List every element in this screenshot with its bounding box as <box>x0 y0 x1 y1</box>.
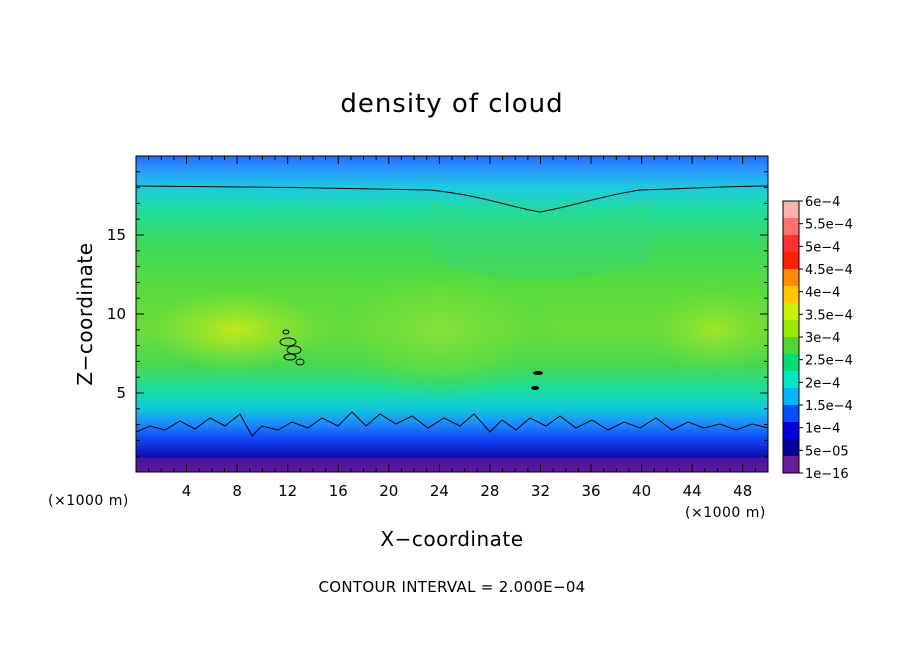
colorbar-label: 5e−4 <box>805 240 840 255</box>
x-unit-label: (×1000 m) <box>685 505 766 521</box>
x-tick-label: 4 <box>182 482 192 500</box>
x-tick-label: 24 <box>430 482 449 500</box>
x-tick-label: 8 <box>232 482 242 500</box>
x-tick-label: 48 <box>733 482 752 500</box>
colorbar-label: 2e−4 <box>805 376 840 391</box>
colorbar-swatch <box>783 337 799 355</box>
colorbar-label: 1e−16 <box>805 467 849 482</box>
colorbar-label: 5.5e−4 <box>805 218 853 233</box>
chart-title: density of cloud <box>340 89 563 119</box>
x-tick-label: 16 <box>329 482 348 500</box>
colorbar-label: 4e−4 <box>805 286 840 301</box>
y-axis-ticks: 5 10 15 <box>107 171 768 457</box>
x-tick-label: 32 <box>531 482 550 500</box>
colorbar: 6e−4 5.5e−4 5e−4 4.5e−4 4e−4 3.5e−4 3e−4 2.5e−4… <box>782 195 853 482</box>
y-tick-label: 10 <box>107 305 126 323</box>
x-tick-label: 40 <box>632 482 651 500</box>
colorbar-swatch <box>783 388 799 406</box>
contour-blobs-left <box>279 329 305 366</box>
x-axis-title: X−coordinate <box>380 527 523 551</box>
contour-blobs-right <box>531 371 543 390</box>
top-contour <box>136 185 768 213</box>
colorbar-swatch <box>783 320 799 338</box>
colorbar-swatch <box>783 456 799 474</box>
colorbar-swatch <box>783 201 799 219</box>
y-unit-label: (×1000 m) <box>48 493 129 509</box>
left-warm-region <box>150 290 320 370</box>
colorbar-label: 4.5e−4 <box>805 263 853 278</box>
colorbar-swatch <box>783 269 799 287</box>
colorbar-swatch <box>783 354 799 372</box>
plot-area <box>136 156 768 472</box>
colorbar-label: 3e−4 <box>805 331 840 346</box>
colorbar-swatch <box>783 303 799 321</box>
colorbar-swatch <box>783 439 799 457</box>
y-tick-label: 15 <box>107 226 126 244</box>
colorbar-label: 2.5e−4 <box>805 354 853 369</box>
x-axis-ticks: 4 8 12 16 20 24 28 32 36 40 44 48 <box>148 156 756 500</box>
colorbar-label: 3.5e−4 <box>805 308 853 323</box>
right-warm-region <box>645 285 768 375</box>
colorbar-swatch <box>783 286 799 304</box>
colorbar-swatch <box>783 422 799 440</box>
lower-contour <box>136 411 768 437</box>
x-tick-label: 44 <box>683 482 702 500</box>
colorbar-label: 1e−4 <box>805 422 840 437</box>
upper-dip-region <box>430 200 650 280</box>
x-tick-label: 12 <box>278 482 297 500</box>
x-tick-label: 20 <box>379 482 398 500</box>
x-tick-label: 28 <box>480 482 499 500</box>
colorbar-swatch <box>783 218 799 236</box>
y-axis-title: Z−coordinate <box>73 242 97 385</box>
colorbar-swatch <box>783 371 799 389</box>
colorbar-swatch <box>783 405 799 423</box>
ground-band <box>136 458 768 472</box>
x-tick-label: 36 <box>581 482 600 500</box>
colorbar-label: 1.5e−4 <box>805 399 853 414</box>
contour-interval-note: CONTOUR INTERVAL = 2.000E−04 <box>318 578 585 596</box>
central-plume <box>320 260 560 400</box>
colorbar-swatch <box>783 252 799 270</box>
y-tick-label: 5 <box>116 384 126 402</box>
colorbar-label: 5e−05 <box>805 444 849 459</box>
colorbar-label: 6e−4 <box>805 195 840 210</box>
colorbar-swatch <box>783 235 799 253</box>
